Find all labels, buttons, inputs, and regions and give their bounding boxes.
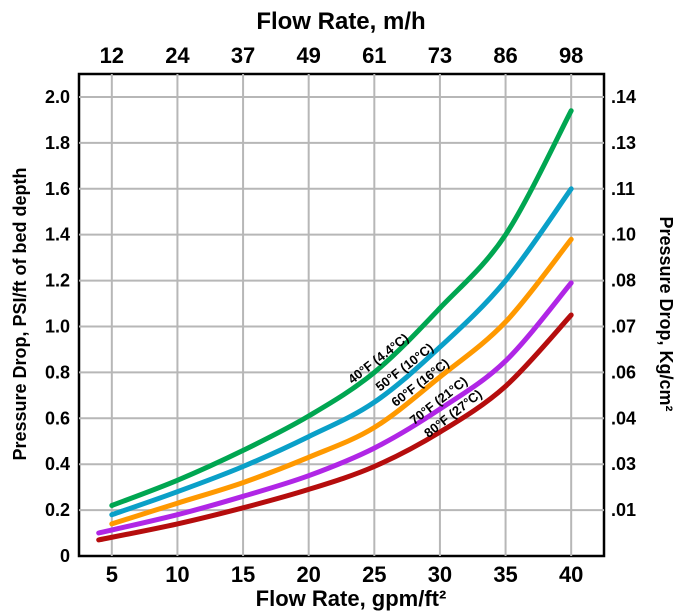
- y2-tick-label: .04: [611, 408, 636, 428]
- y2-tick-label: .06: [611, 362, 636, 382]
- x-tick-label: 30: [428, 562, 452, 587]
- x-tick-labels: 5 10 15 20 25 30 35 40: [106, 562, 584, 587]
- y-tick-label: 0.4: [45, 454, 70, 474]
- y-tick-label: 0.2: [45, 500, 70, 520]
- y-tick-label: 1.0: [45, 316, 70, 336]
- x-tick-label: 20: [296, 562, 320, 587]
- y2-tick-label: .01: [611, 500, 636, 520]
- y2-tick-label: .08: [611, 271, 636, 291]
- y2-axis-label: Pressure Drop, Kg/cm²: [656, 216, 676, 411]
- top-tick-label: 73: [428, 43, 452, 68]
- x-tick-label: 10: [165, 562, 189, 587]
- plot-area: [77, 72, 606, 558]
- y-tick-label: 1.6: [45, 179, 70, 199]
- y-axis-label: Pressure Drop, PSI/ft of bed depth: [10, 167, 30, 460]
- right-tick-labels: .01 .03 .04 .06 .07 .08 .10 .11 .13 .14: [611, 87, 636, 520]
- y-tick-label: 1.2: [45, 271, 70, 291]
- top-tick-label: 12: [100, 43, 124, 68]
- top-tick-label: 61: [362, 43, 386, 68]
- y2-tick-label: .10: [611, 225, 636, 245]
- y2-tick-label: .11: [611, 179, 635, 199]
- chart-title: Flow Rate, m/h: [256, 8, 425, 35]
- y2-tick-label: .07: [611, 316, 636, 336]
- y-tick-label: 0.8: [45, 362, 70, 382]
- y2-tick-label: .13: [611, 133, 636, 153]
- top-tick-label: 98: [559, 43, 583, 68]
- y-tick-label: 0: [60, 546, 70, 566]
- series-line: [109, 236, 574, 527]
- series-line: [96, 312, 574, 543]
- y-tick-label: 0.6: [45, 408, 70, 428]
- x-tick-label: 5: [106, 562, 118, 587]
- series-line: [96, 280, 574, 536]
- y-tick-labels: 0 0.2 0.4 0.6 0.8 1.0 1.2 1.4 1.6 1.8 2.0: [45, 87, 70, 566]
- series-layer: [96, 108, 574, 543]
- x-axis-label: Flow Rate, gpm/ft²: [256, 586, 447, 611]
- top-tick-label: 86: [493, 43, 517, 68]
- series-line: [109, 108, 574, 508]
- x-tick-label: 40: [559, 562, 583, 587]
- top-tick-label: 37: [231, 43, 255, 68]
- y-tick-label: 2.0: [45, 87, 70, 107]
- top-tick-labels: 12 24 37 49 61 73 86 98: [100, 43, 584, 68]
- series-line: [109, 186, 574, 518]
- y2-tick-label: .03: [611, 454, 636, 474]
- y-tick-label: 1.4: [45, 225, 70, 245]
- y2-tick-label: .14: [611, 87, 636, 107]
- x-tick-label: 35: [493, 562, 517, 587]
- grid: [79, 74, 604, 556]
- x-tick-label: 25: [362, 562, 386, 587]
- x-tick-label: 15: [231, 562, 255, 587]
- top-tick-label: 24: [165, 43, 190, 68]
- top-tick-label: 49: [296, 43, 320, 68]
- y-tick-label: 1.8: [45, 133, 70, 153]
